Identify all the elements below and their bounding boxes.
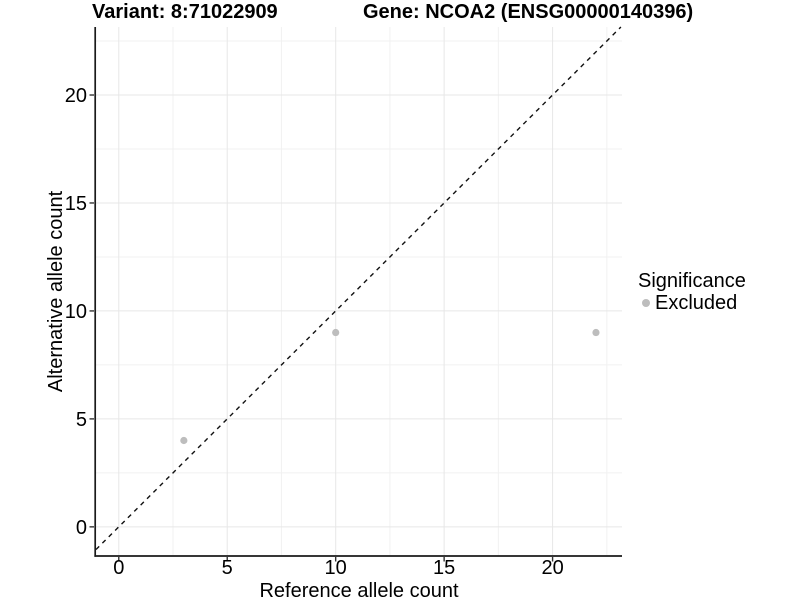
y-tick-label: 5	[76, 409, 87, 431]
legend: Significance Excluded	[638, 270, 746, 314]
x-tick-label: 0	[113, 557, 124, 579]
data-point	[180, 436, 188, 445]
x-axis-title: Reference allele count	[259, 580, 458, 600]
legend-item-excluded: Excluded	[638, 293, 746, 313]
y-tick-label: 20	[65, 85, 87, 107]
x-tick-label: 15	[433, 557, 455, 579]
y-tick-label: 15	[65, 193, 87, 215]
data-point	[592, 328, 600, 337]
plot-title-gene: Gene: NCOA2 (ENSG00000140396)	[363, 1, 694, 23]
data-point	[332, 328, 340, 337]
x-tick-label: 20	[541, 557, 563, 579]
legend-item-label: Excluded	[655, 292, 738, 314]
x-tick-label: 5	[222, 557, 233, 579]
y-axis-title: Alternative allele count	[45, 190, 67, 392]
legend-title: Significance	[638, 270, 746, 292]
y-tick-label: 0	[76, 517, 87, 539]
x-tick-label: 10	[325, 557, 347, 579]
identity-dashed-line	[95, 26, 622, 551]
legend-point-marker-icon	[642, 299, 650, 307]
plot-title-variant: Variant: 8:71022909	[92, 1, 278, 23]
y-tick-label: 10	[65, 301, 87, 323]
